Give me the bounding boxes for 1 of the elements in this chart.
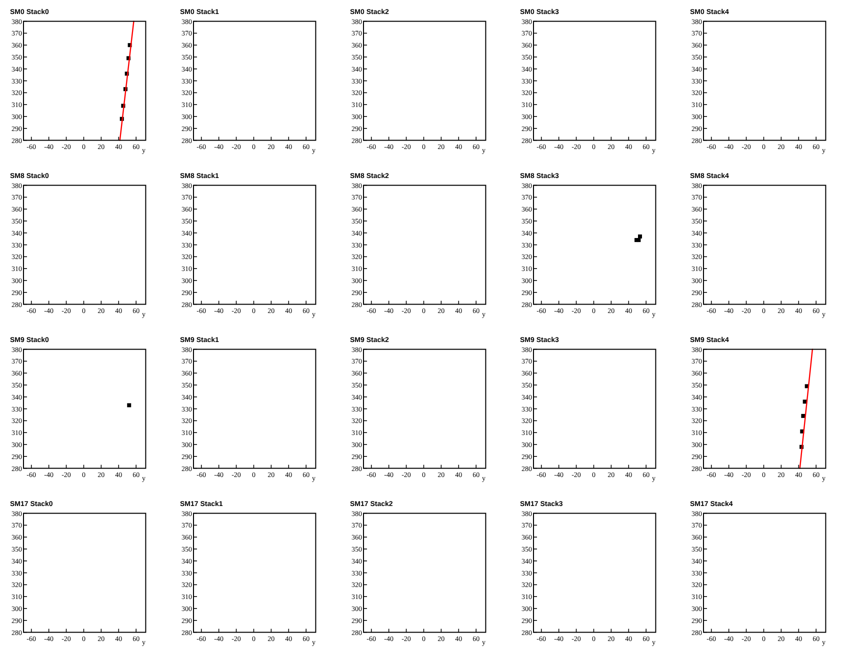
point	[801, 414, 806, 418]
